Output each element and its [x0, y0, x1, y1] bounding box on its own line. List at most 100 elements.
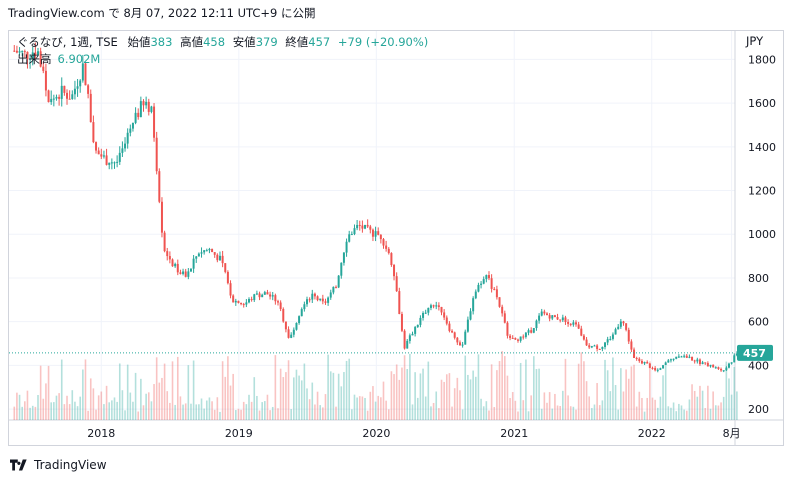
candle-body — [630, 341, 633, 350]
candle-body — [356, 224, 359, 229]
volume-bar — [393, 374, 395, 420]
volume-bar — [174, 404, 176, 420]
candle-body — [232, 295, 235, 303]
candle-body — [487, 275, 490, 279]
candle-body — [474, 291, 477, 299]
candle-body — [577, 324, 580, 329]
volume-bar — [485, 401, 488, 420]
volume-bar — [290, 409, 292, 420]
candle-body — [247, 299, 250, 303]
candle-body — [722, 370, 725, 372]
candle-body — [321, 298, 324, 302]
candle-body — [279, 302, 282, 309]
candle-body — [342, 252, 345, 263]
candle-body — [23, 51, 26, 53]
volume-bar — [300, 380, 303, 420]
volume-bar — [533, 356, 535, 420]
volume-bar — [66, 395, 68, 420]
volume-bar — [482, 406, 485, 420]
candle-body — [171, 259, 174, 267]
volume-bar — [551, 408, 554, 420]
volume-bar — [82, 369, 84, 420]
volume-bar — [161, 377, 163, 420]
volume-bar — [184, 403, 187, 420]
volume-bar — [227, 356, 229, 420]
volume-bar — [237, 408, 240, 420]
candle-body — [606, 339, 609, 343]
volume-bar — [625, 369, 627, 420]
volume-bar — [435, 391, 438, 420]
volume-bar — [659, 396, 662, 420]
publish-header: TradingView.com で 8月 07, 2022 12:11 UTC+… — [8, 6, 316, 20]
candle-body — [274, 295, 277, 302]
volume-bar — [303, 363, 306, 420]
volume-bar — [717, 405, 720, 420]
candle-body — [635, 357, 638, 359]
candle-body — [712, 364, 715, 368]
candle-body — [720, 368, 723, 371]
volume-bar — [213, 409, 216, 420]
volume-bar — [327, 354, 329, 420]
candle-body — [105, 155, 108, 165]
volume-bar — [192, 360, 195, 420]
volume-bar — [672, 402, 675, 420]
volume-bar — [519, 362, 522, 420]
volume-bar — [208, 397, 211, 420]
symbol-label[interactable]: ぐるなび, 1週, TSE — [17, 35, 118, 49]
y-tick-label: 400 — [748, 359, 769, 372]
volume-bar — [79, 396, 82, 420]
volume-bar — [261, 402, 263, 420]
volume-bar — [569, 406, 572, 420]
candle-body — [118, 152, 121, 162]
candle-body — [427, 307, 430, 313]
volume-bar — [216, 397, 219, 420]
volume-bar — [506, 375, 509, 420]
candle-body — [237, 300, 240, 303]
candle-body — [60, 85, 63, 99]
candle-body — [443, 312, 446, 318]
candle-body — [213, 252, 216, 255]
footer-brand[interactable]: TradingView — [34, 458, 107, 472]
candle-body — [640, 361, 643, 364]
candle-body — [263, 292, 266, 295]
volume-bar — [329, 371, 332, 420]
volume-bar — [124, 410, 126, 420]
volume-bar — [158, 382, 161, 420]
candle-body — [160, 201, 163, 233]
volume-bar — [50, 402, 52, 420]
candle-body — [564, 317, 567, 322]
candle-body — [585, 339, 588, 346]
volume-bar — [725, 361, 728, 420]
candle-body — [129, 128, 132, 133]
x-tick-label: 2022 — [638, 427, 666, 440]
candle-body — [543, 311, 546, 314]
volume-bar — [97, 395, 100, 420]
volume-bar — [311, 382, 314, 420]
candle-body — [480, 283, 483, 285]
candle-body — [472, 298, 475, 312]
volume-bar — [390, 371, 393, 420]
volume-bar — [556, 405, 559, 420]
volume-bar — [678, 403, 680, 420]
volume-bar — [685, 410, 688, 420]
volume-bar — [26, 390, 29, 420]
volume-bar — [293, 377, 295, 420]
candle-body — [530, 330, 533, 333]
candle-body — [567, 321, 570, 324]
candle-body — [287, 329, 290, 338]
volume-bar — [356, 397, 358, 420]
candle-body — [601, 346, 604, 349]
candle-body — [250, 299, 253, 301]
candle-body — [398, 291, 401, 314]
candle-body — [424, 312, 427, 314]
candle-body — [145, 101, 148, 106]
candle-body — [89, 93, 92, 123]
candle-body — [150, 106, 153, 112]
volume-bar — [472, 370, 474, 420]
volume-bar — [688, 399, 691, 420]
candle-body — [662, 365, 665, 369]
volume-bar — [87, 410, 89, 420]
candle-body — [725, 367, 728, 371]
volume-bar — [691, 384, 693, 420]
